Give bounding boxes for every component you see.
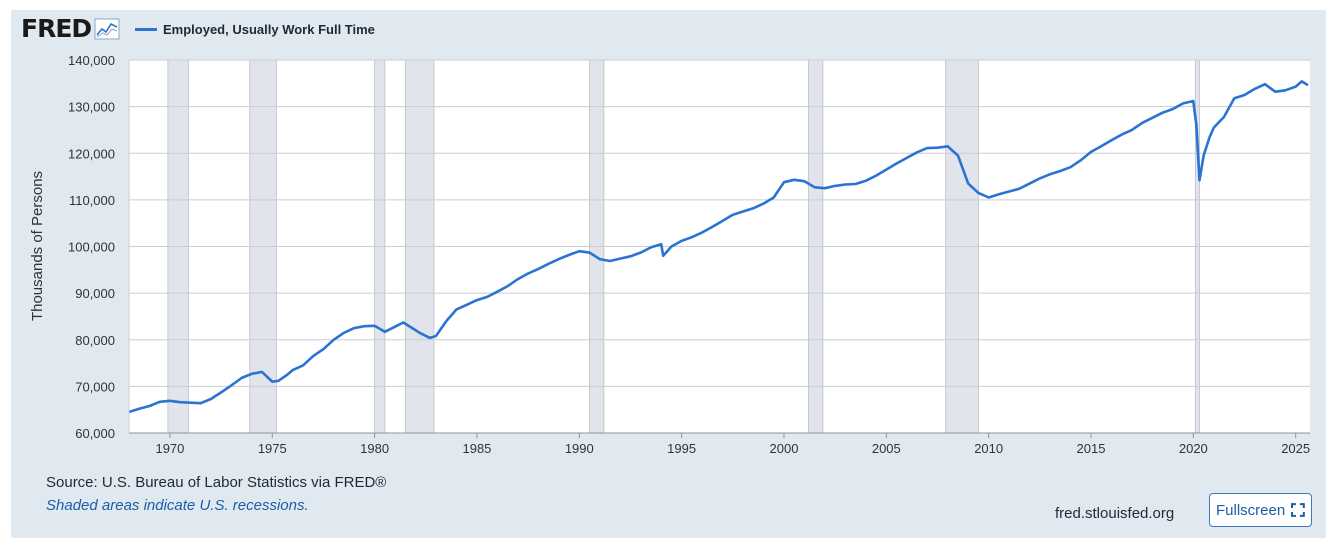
x-tick-label: 2025 [1281, 441, 1310, 456]
source-text: Source: U.S. Bureau of Labor Statistics … [46, 474, 387, 491]
x-tick-label: 2010 [974, 441, 1003, 456]
x-tick-label: 2015 [1077, 441, 1106, 456]
y-axis-title: Thousands of Persons [29, 171, 46, 321]
series-line [128, 80, 1309, 414]
fullscreen-label: Fullscreen [1216, 501, 1286, 519]
x-tick-label: 1980 [360, 441, 389, 456]
line-graph-icon [94, 18, 120, 40]
chart-plot: 1970 1975 1980 1985 1990 1995 2000 2005 2010 2015… [29, 53, 1310, 456]
y-tick-label: 80,000 [75, 333, 115, 348]
y-tick-label: 140,000 [68, 53, 115, 68]
y-tick-label: 110,000 [69, 193, 115, 208]
y-tick-label: 70,000 [75, 379, 115, 394]
fullscreen-button[interactable]: Fullscreen [1209, 493, 1312, 527]
x-tick-label: 1985 [462, 441, 491, 456]
x-tick-label: 1995 [667, 441, 696, 456]
site-url[interactable]: fred.stlouisfed.org [1055, 505, 1175, 522]
chart-legend: Employed, Usually Work Full Time [135, 20, 375, 38]
legend-series-label: Employed, Usually Work Full Time [163, 21, 375, 37]
x-tick-label: 2020 [1179, 441, 1208, 456]
grid-lines [129, 59, 1310, 434]
y-tick-label: 90,000 [75, 286, 115, 301]
series-layer [128, 80, 1309, 414]
axes: 1970 1975 1980 1985 1990 1995 2000 2005 2010 2015… [68, 53, 1310, 456]
x-tick-label: 2005 [872, 441, 901, 456]
y-tick-label: 60,000 [75, 426, 115, 441]
y-tick-label: 120,000 [68, 146, 115, 161]
x-tick-label: 1970 [155, 441, 184, 456]
y-tick-label: 130,000 [68, 100, 115, 115]
fred-logo[interactable]: FRED [21, 15, 120, 43]
recession-note: Shaded areas indicate U.S. recessions. [46, 497, 309, 514]
expand-icon [1291, 503, 1305, 517]
y-tick-label: 100,000 [68, 240, 115, 255]
fred-logo-text: FRED [21, 14, 92, 43]
x-tick-label: 1990 [565, 441, 594, 456]
x-tick-label: 1975 [258, 441, 287, 456]
x-tick-label: 2000 [770, 441, 799, 456]
legend-swatch [135, 27, 157, 31]
